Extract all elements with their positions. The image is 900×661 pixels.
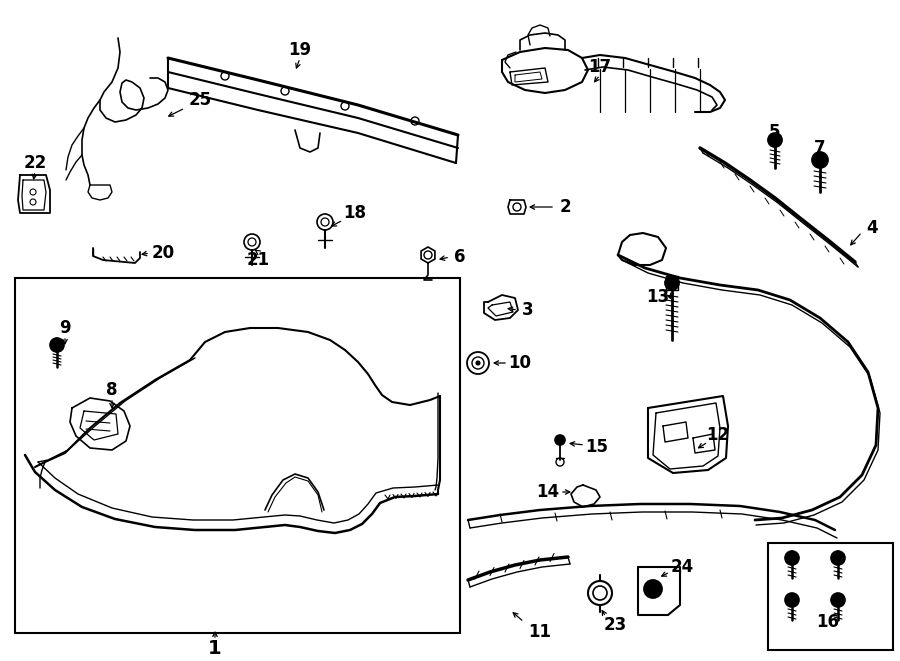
Text: 7: 7 — [814, 139, 826, 157]
Circle shape — [785, 551, 799, 565]
Circle shape — [50, 338, 64, 352]
Text: 8: 8 — [106, 381, 118, 399]
Text: 24: 24 — [670, 558, 694, 576]
Text: 10: 10 — [508, 354, 532, 372]
Circle shape — [831, 593, 845, 607]
Text: 16: 16 — [816, 613, 840, 631]
Text: 20: 20 — [151, 244, 175, 262]
Text: 5: 5 — [770, 123, 781, 141]
Bar — [768, 543, 893, 650]
Circle shape — [665, 276, 679, 290]
Text: 22: 22 — [23, 154, 47, 172]
Circle shape — [644, 580, 662, 598]
Text: 15: 15 — [586, 438, 608, 456]
Circle shape — [785, 593, 799, 607]
Text: 3: 3 — [522, 301, 534, 319]
Text: 13: 13 — [646, 288, 670, 306]
Text: 14: 14 — [536, 483, 560, 501]
Text: 17: 17 — [589, 58, 612, 76]
Text: 25: 25 — [188, 91, 212, 109]
Text: 4: 4 — [866, 219, 878, 237]
Text: 18: 18 — [344, 204, 366, 222]
Text: 21: 21 — [247, 251, 270, 269]
Circle shape — [812, 152, 828, 168]
Circle shape — [831, 551, 845, 565]
Circle shape — [768, 133, 782, 147]
Text: 19: 19 — [288, 41, 311, 59]
Text: 12: 12 — [706, 426, 730, 444]
Text: 1: 1 — [208, 639, 221, 658]
Circle shape — [476, 361, 480, 365]
Text: 2: 2 — [559, 198, 571, 216]
Text: 9: 9 — [59, 319, 71, 337]
Text: 11: 11 — [528, 623, 552, 641]
Text: 23: 23 — [603, 616, 626, 634]
Circle shape — [555, 435, 565, 445]
Text: 6: 6 — [454, 248, 466, 266]
Bar — [15, 278, 460, 633]
